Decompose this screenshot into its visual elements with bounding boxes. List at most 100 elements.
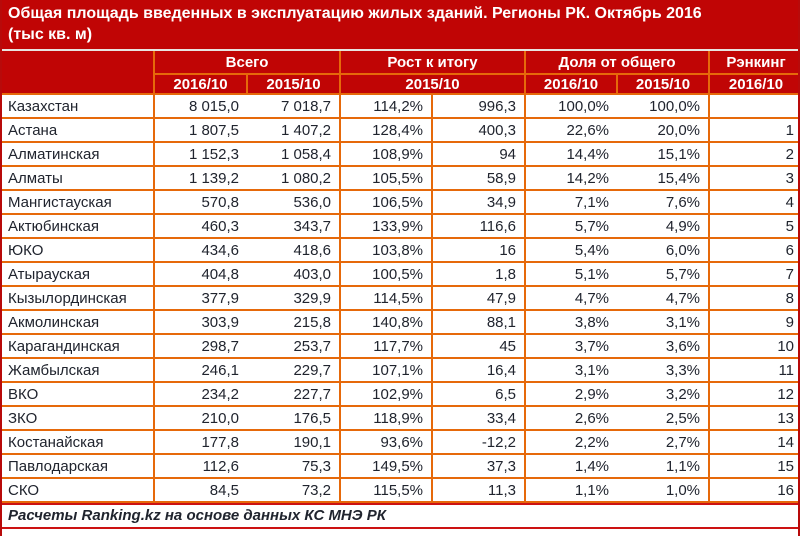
rank-cell: 7	[709, 262, 798, 287]
growth-pct-cell: 114,2%	[340, 94, 434, 119]
rank-cell: 1	[709, 118, 798, 143]
total-2016-cell: 1 807,5	[154, 118, 247, 143]
growth-pct-cell: 102,9%	[340, 382, 434, 407]
growth-abs-cell: 94	[432, 142, 527, 167]
share-2015-cell: 1,1%	[617, 454, 711, 479]
share-2015-cell: 6,0%	[617, 238, 711, 263]
total-2016-cell: 246,1	[154, 358, 247, 383]
region-cell: ВКО	[2, 382, 155, 407]
growth-abs-cell: 996,3	[432, 94, 527, 119]
total-2016-cell: 570,8	[154, 190, 247, 215]
subheader-share-2016: 2016/10	[524, 73, 619, 95]
col-group-ranking: Рэнкинг	[708, 51, 798, 75]
table-row: Жамбылская 246,1 229,7 107,1% 16,4 3,1% 3,3% 11	[2, 358, 798, 383]
total-2015-cell: 329,9	[247, 286, 342, 311]
region-cell: Карагандинская	[2, 334, 155, 359]
total-2015-cell: 403,0	[247, 262, 342, 287]
share-2015-cell: 15,1%	[617, 142, 711, 167]
growth-pct-cell: 107,1%	[340, 358, 434, 383]
growth-pct-cell: 115,5%	[340, 478, 434, 503]
share-2015-cell: 3,6%	[617, 334, 711, 359]
growth-abs-cell: 34,9	[432, 190, 527, 215]
growth-abs-cell: 47,9	[432, 286, 527, 311]
rank-cell: 6	[709, 238, 798, 263]
growth-abs-cell: 400,3	[432, 118, 527, 143]
region-cell: Акмолинская	[2, 310, 155, 335]
growth-pct-cell: 118,9%	[340, 406, 434, 431]
subheader-share-2015: 2015/10	[616, 73, 711, 95]
share-2015-cell: 3,1%	[617, 310, 711, 335]
rank-cell: 14	[709, 430, 798, 455]
share-2016-cell: 3,8%	[525, 310, 618, 335]
region-cell: СКО	[2, 478, 155, 503]
share-2015-cell: 7,6%	[617, 190, 711, 215]
growth-abs-cell: 58,9	[432, 166, 527, 191]
table-row: Алматинская 1 152,3 1 058,4 108,9% 94 14,4% 15…	[2, 142, 798, 167]
rank-cell: 13	[709, 406, 798, 431]
share-2015-cell: 15,4%	[617, 166, 711, 191]
table-row: Казахстан 8 015,0 7 018,7 114,2% 996,3 100,0%…	[2, 94, 798, 119]
table-row: Астана 1 807,5 1 407,2 128,4% 400,3 22,6% 20,0…	[2, 118, 798, 143]
region-column-header-empty	[2, 51, 155, 95]
total-2016-cell: 298,7	[154, 334, 247, 359]
table-body: Казахстан 8 015,0 7 018,7 114,2% 996,3 100,0%…	[2, 94, 798, 503]
total-2015-cell: 1 080,2	[247, 166, 342, 191]
share-2016-cell: 5,4%	[525, 238, 618, 263]
share-2016-cell: 5,1%	[525, 262, 618, 287]
growth-abs-cell: 33,4	[432, 406, 527, 431]
total-2015-cell: 418,6	[247, 238, 342, 263]
total-2015-cell: 215,8	[247, 310, 342, 335]
table-row: СКО 84,5 73,2 115,5% 11,3 1,1% 1,0% 16	[2, 478, 798, 503]
col-group-share: Доля от общего	[524, 51, 711, 75]
total-2016-cell: 404,8	[154, 262, 247, 287]
region-cell: Казахстан	[2, 94, 155, 119]
growth-pct-cell: 114,5%	[340, 286, 434, 311]
region-cell: Жамбылская	[2, 358, 155, 383]
col-group-growth: Рост к итогу	[339, 51, 527, 75]
growth-abs-cell: 6,5	[432, 382, 527, 407]
total-2016-cell: 234,2	[154, 382, 247, 407]
growth-pct-cell: 133,9%	[340, 214, 434, 239]
table-row: Мангистауская 570,8 536,0 106,5% 34,9 7,1% 7,6…	[2, 190, 798, 215]
total-2016-cell: 1 139,2	[154, 166, 247, 191]
growth-pct-cell: 93,6%	[340, 430, 434, 455]
header-sub-row: 2016/10 2015/10 2015/10 2016/10 2015/10 …	[2, 73, 798, 95]
growth-abs-cell: 88,1	[432, 310, 527, 335]
total-2016-cell: 84,5	[154, 478, 247, 503]
share-2016-cell: 100,0%	[525, 94, 618, 119]
total-2015-cell: 1 407,2	[247, 118, 342, 143]
rank-cell	[709, 94, 798, 119]
share-2016-cell: 1,1%	[525, 478, 618, 503]
region-cell: ЮКО	[2, 238, 155, 263]
share-2015-cell: 4,9%	[617, 214, 711, 239]
share-2015-cell: 100,0%	[617, 94, 711, 119]
rank-cell: 8	[709, 286, 798, 311]
share-2015-cell: 1,0%	[617, 478, 711, 503]
total-2015-cell: 253,7	[247, 334, 342, 359]
growth-pct-cell: 117,7%	[340, 334, 434, 359]
total-2016-cell: 210,0	[154, 406, 247, 431]
share-2016-cell: 2,2%	[525, 430, 618, 455]
region-cell: Алматинская	[2, 142, 155, 167]
subheader-total-2016: 2016/10	[153, 73, 248, 95]
growth-pct-cell: 140,8%	[340, 310, 434, 335]
share-2015-cell: 20,0%	[617, 118, 711, 143]
subheader-total-2015: 2015/10	[245, 73, 342, 95]
region-cell: ЗКО	[2, 406, 155, 431]
region-cell: Павлодарская	[2, 454, 155, 479]
rank-cell: 10	[709, 334, 798, 359]
table-row: Алматы 1 139,2 1 080,2 105,5% 58,9 14,2% 15,4%…	[2, 166, 798, 191]
region-cell: Мангистауская	[2, 190, 155, 215]
rank-cell: 2	[709, 142, 798, 167]
data-table: Всего Рост к итогу Доля от общего Рэнкин…	[2, 51, 798, 503]
share-2015-cell: 3,3%	[617, 358, 711, 383]
growth-pct-cell: 100,5%	[340, 262, 434, 287]
table-row: Кызылординская 377,9 329,9 114,5% 47,9 4,7% 4,…	[2, 286, 798, 311]
table-row: Атырауская 404,8 403,0 100,5% 1,8 5,1% 5,7% 7	[2, 262, 798, 287]
total-2015-cell: 227,7	[247, 382, 342, 407]
region-cell: Алматы	[2, 166, 155, 191]
table-row: Актюбинская 460,3 343,7 133,9% 116,6 5,7% 4,9%…	[2, 214, 798, 239]
region-cell: Атырауская	[2, 262, 155, 287]
rank-cell: 11	[709, 358, 798, 383]
rank-cell: 15	[709, 454, 798, 479]
